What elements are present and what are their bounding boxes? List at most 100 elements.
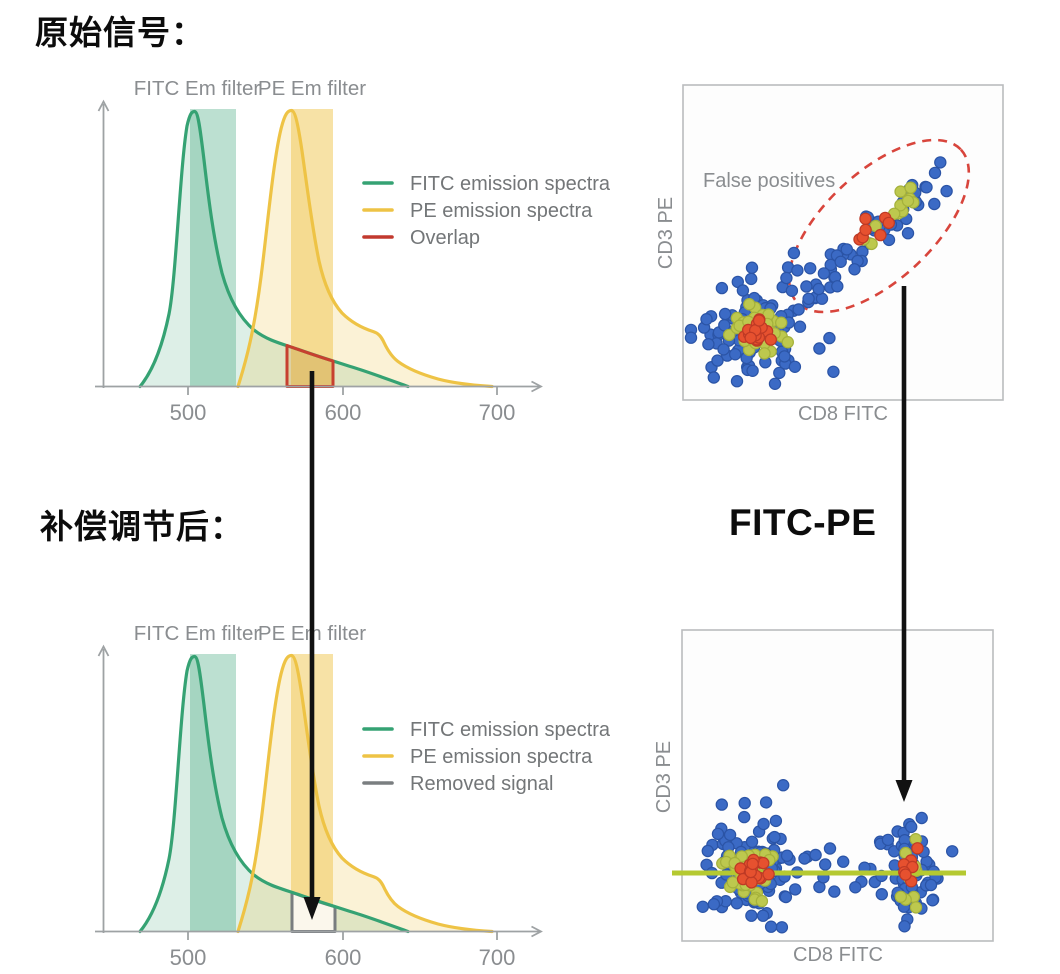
scatter-dot-blue — [798, 852, 811, 865]
scatter-dot-blue — [809, 848, 822, 862]
overlap-region-outline — [285, 344, 335, 388]
spectra-chart-original: FITC Em filter PE Em filter 500 600 700 … — [94, 77, 611, 425]
scatter-dot-blue — [915, 811, 928, 825]
scatter-dot-red — [859, 223, 872, 237]
scatter-dot-blue — [684, 331, 698, 344]
scatter-dot-blue — [745, 261, 759, 274]
x-tick-500: 500 — [170, 945, 207, 970]
scatter-dots-over — [734, 842, 924, 889]
fitc-filter-label: FITC Em filter — [134, 77, 261, 100]
y-axis-label: CD3 PE — [655, 197, 677, 269]
arrow-head-icon — [303, 897, 321, 920]
scatter-dot-blue — [789, 883, 802, 896]
scatter-dot-blue — [934, 156, 947, 169]
x-tick-500: 500 — [170, 400, 207, 425]
scatter-dot-blue — [827, 365, 840, 378]
false-positive-gate-ellipse — [787, 138, 971, 314]
scatter-dot-blue — [769, 814, 783, 828]
spectra-chart-compensated: FITC Em filter PE Em filter 500 600 700 … — [94, 622, 611, 970]
scatter-dot-blue — [849, 881, 862, 894]
legend-label-overlap: Overlap — [410, 227, 480, 249]
scatter-dot-blue — [837, 855, 850, 868]
y-axis-label: CD3 PE — [653, 741, 675, 813]
scatter-dot-blue — [702, 338, 715, 351]
scatter-dots — [684, 156, 953, 390]
scatter-dot-red — [745, 876, 758, 889]
scatter-dot-blue — [875, 888, 889, 901]
scatter-dot-blue — [745, 835, 759, 849]
scatter-dot-blue — [777, 779, 790, 792]
label-after-compensation: 补偿调节后： — [40, 508, 244, 545]
scatter-dot-blue — [840, 243, 854, 256]
false-positives-annotation: False positives — [703, 170, 835, 192]
x-tick-700: 700 — [479, 400, 516, 425]
scatter-dot-blue — [788, 360, 802, 373]
scatter-dot-blue — [745, 909, 758, 922]
scatter-dot-blue — [730, 375, 744, 388]
scatter-dot-red — [911, 842, 924, 855]
scatter-dot-blue — [745, 272, 758, 286]
scatter-dot-blue — [817, 267, 831, 280]
label-original-signal: 原始信号： — [35, 14, 205, 51]
scatter-dot-blue — [831, 280, 844, 293]
scatter-dot-blue — [813, 342, 826, 355]
pe-filter-band — [291, 109, 333, 387]
scatter-dot-yellowgreen — [758, 347, 771, 360]
scatter-dot-blue — [780, 849, 794, 862]
scatter-dot-blue — [793, 320, 807, 333]
scatter-dot-blue — [773, 366, 786, 380]
x-tick-600: 600 — [325, 945, 362, 970]
scatter-dot-blue — [898, 920, 911, 933]
scatter-dot-blue — [792, 303, 805, 316]
scatter-dot-blue — [700, 313, 713, 326]
scatter-dot-blue — [730, 897, 744, 910]
scatter-dot-blue — [780, 271, 793, 285]
scatter-dot-blue — [715, 798, 729, 811]
arrow-falsepositives-to-compensated — [895, 286, 913, 802]
x-tick-700: 700 — [479, 945, 516, 970]
scatter-dot-blue — [759, 796, 773, 809]
scatter-dot-blue — [738, 810, 751, 824]
scatter-dot-red — [874, 228, 887, 242]
scatter-dot-blue — [756, 909, 770, 922]
scatter-dot-blue — [881, 833, 895, 847]
scatter-dot-yellowgreen — [743, 298, 756, 311]
scatter-dot-yellowgreen — [726, 876, 740, 889]
legend-label-removed: Removed signal — [410, 773, 553, 795]
scatter-dot-red — [882, 216, 896, 230]
scatter-dot-blue — [779, 890, 793, 904]
scatter-dot-blue — [715, 281, 729, 295]
scatter-dot-blue — [757, 817, 770, 831]
scatter-dot-blue — [736, 284, 750, 297]
legend-label-fitc: FITC emission spectra — [410, 173, 611, 195]
fitc-filter-band — [190, 654, 236, 932]
scatter-dot-blue — [768, 377, 782, 390]
scatter-dot-yellowgreen — [901, 194, 915, 208]
scatter-dot-blue — [928, 197, 941, 211]
scatter-plot-original: False positives CD3 PE CD8 FITC — [655, 84, 1004, 425]
pe-filter-label: PE Em filter — [258, 77, 366, 100]
scatter-dot-blue — [926, 894, 939, 907]
scatter-dot-red — [764, 333, 778, 346]
scatter-dot-blue — [946, 845, 959, 858]
scatter-dot-blue — [729, 348, 742, 361]
scatter-dot-blue — [718, 319, 731, 332]
scatter-dot-blue — [819, 858, 832, 871]
scatter-dot-blue — [764, 920, 778, 933]
scatter-dot-yellowgreen — [775, 316, 788, 329]
scatter-dot-blue — [696, 900, 710, 914]
legend-label-pe: PE emission spectra — [410, 200, 593, 222]
scatter-dot-yellowgreen — [755, 894, 769, 908]
fitc-filter-band — [190, 109, 236, 387]
scatter-dot-blue — [711, 827, 725, 841]
scatter-dot-blue — [828, 885, 841, 898]
scatter-dot-blue — [701, 844, 715, 858]
scatter-dot-blue — [707, 371, 721, 384]
scatter-dot-blue — [823, 331, 836, 345]
scatter-dot-blue — [834, 255, 847, 268]
scatter-dot-blue — [707, 898, 721, 911]
scatter-dot-blue — [768, 830, 781, 844]
scatter-dot-blue — [738, 796, 751, 810]
x-axis-label: CD8 FITC — [798, 403, 888, 425]
